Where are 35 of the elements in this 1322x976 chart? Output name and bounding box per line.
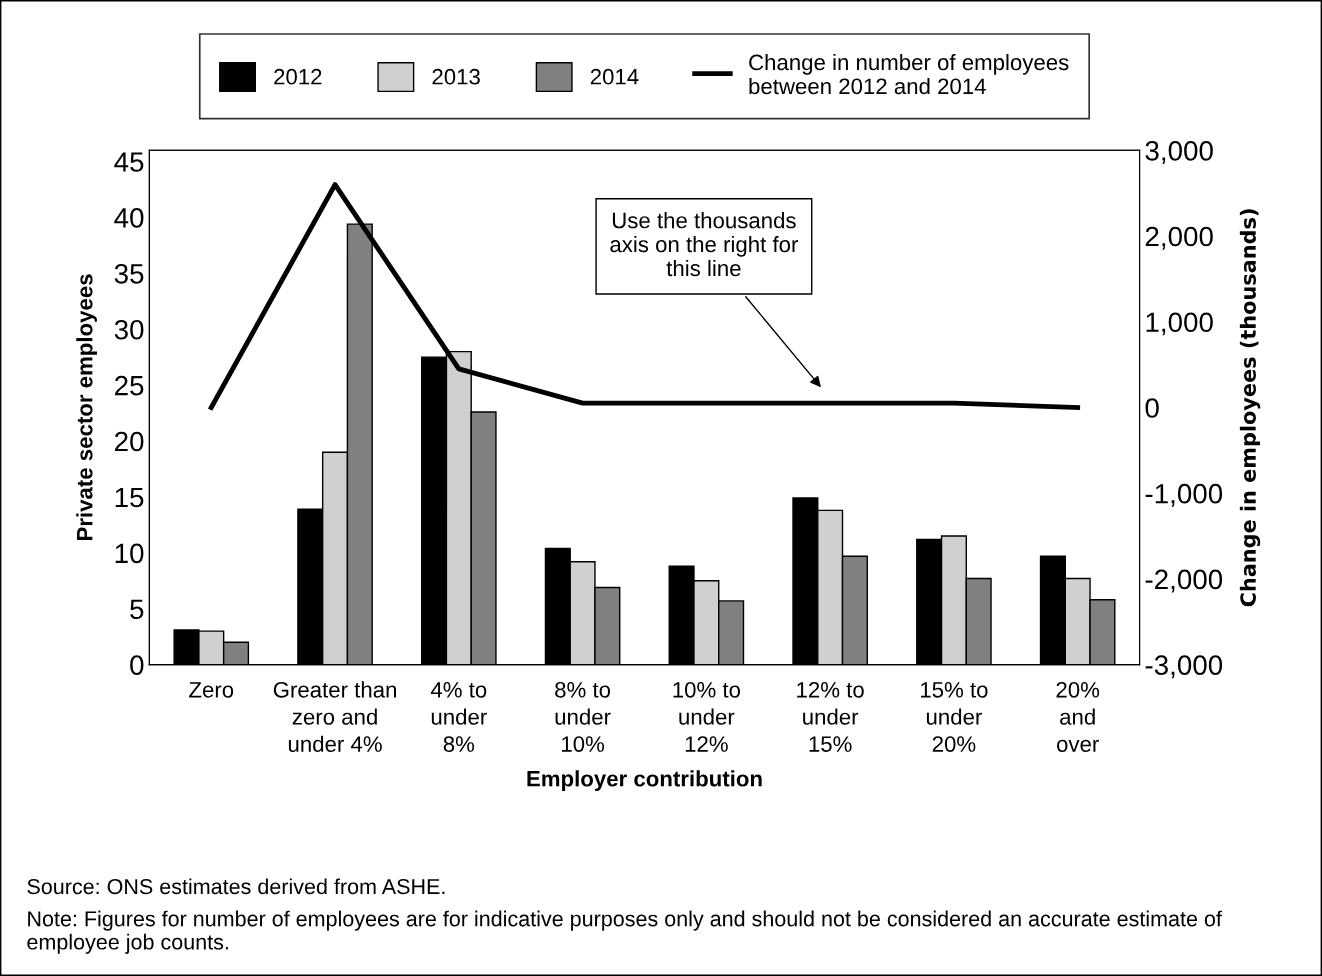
y-tick-label: 20	[115, 431, 144, 452]
y-tick-label: 40	[114, 208, 144, 228]
y2-tick-label: 1,000	[1146, 312, 1213, 336]
y-tick-label: 15	[115, 487, 144, 508]
x-tick-label: 20% and over	[1056, 681, 1100, 752]
x-tick-label: 4% to under 8%	[430, 682, 487, 752]
y2-tick-label: 2,000	[1145, 226, 1213, 250]
x-tick-label: 15% to under 20%	[921, 682, 988, 752]
y-tick-label: 0	[130, 655, 144, 675]
y-tick-label: 35	[114, 263, 144, 284]
legend-label: Change in number of employees between 2012 and 2014	[749, 53, 1069, 95]
y2-axis-title: Change in employees (thousands)	[1239, 209, 1261, 607]
legend-label: 2014	[590, 68, 639, 85]
x-axis-title: Employer contribution	[527, 770, 762, 791]
legend-label: 2012	[274, 68, 322, 85]
y-tick-label: 45	[114, 152, 144, 172]
y-tick-label: 10	[115, 543, 144, 564]
x-tick-label: 8% to under 10%	[555, 681, 611, 752]
y2-tick-label: -2,000	[1145, 569, 1223, 593]
y2-tick-label: -1,000	[1145, 483, 1223, 507]
y2-tick-label: -3,000	[1145, 655, 1223, 679]
legend-label: 2013	[432, 68, 480, 85]
y-axis-title: Private sector employees	[76, 274, 97, 541]
y-tick-label: 5	[130, 599, 144, 620]
x-tick-label: 10% to under 12%	[673, 681, 741, 752]
y2-tick-label: 0	[1145, 398, 1159, 418]
x-tick-label: Greater than zero and under 4%	[273, 681, 396, 752]
x-tick-label: Zero	[189, 682, 234, 698]
source-note: Source: ONS estimates derived from ASHE.	[27, 878, 445, 895]
x-tick-label: 12% to under 15%	[797, 681, 864, 752]
y2-tick-label: 3,000	[1145, 140, 1213, 164]
y-tick-label: 30	[114, 319, 144, 340]
text: Note: Figures for number of employees are for indicative purposes only and should not be considered an accurate estimate of employee job counts.	[27, 910, 1222, 954]
y-tick-label: 25	[115, 375, 144, 396]
annotation: Use the thousands axis on the right for this line	[610, 212, 799, 277]
